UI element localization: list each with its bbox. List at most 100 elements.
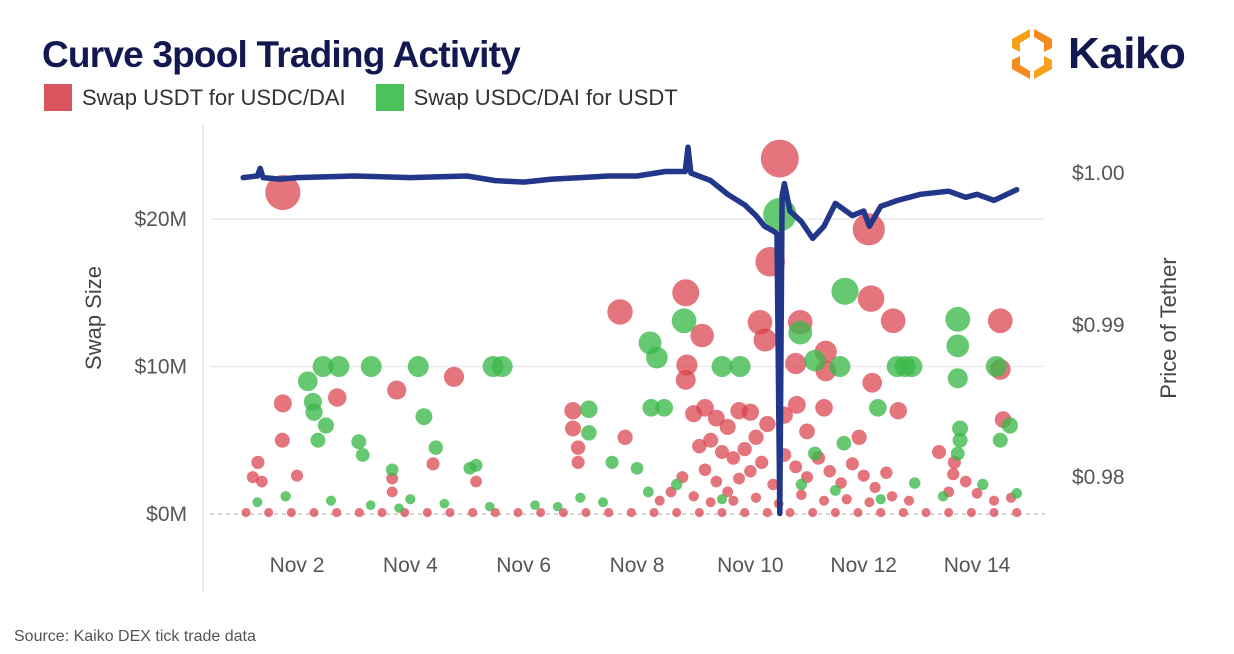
x-tick-label: Nov 10 bbox=[717, 554, 784, 577]
bubble-usdt-sold bbox=[707, 409, 725, 427]
bubble-usdt-bought bbox=[312, 356, 334, 377]
bubble-usdt-sold bbox=[688, 491, 699, 502]
bubble-usdt-sold bbox=[690, 323, 714, 348]
bubble-usdt-bought bbox=[605, 455, 619, 469]
bubble-usdt-sold bbox=[273, 394, 292, 413]
bubble-usdt-sold bbox=[818, 495, 830, 506]
bubble-usdt-sold bbox=[274, 432, 290, 448]
kaiko-logo: Kaiko bbox=[1004, 26, 1186, 82]
bubble-usdt-bought bbox=[788, 320, 813, 345]
bubble-usdt-sold bbox=[857, 285, 885, 312]
bubble-usdt-sold bbox=[898, 507, 908, 518]
bubble-usdt-sold bbox=[490, 507, 500, 518]
bubble-usdt-bought bbox=[530, 500, 540, 511]
bubble-usdt-bought bbox=[952, 420, 969, 437]
x-tick-label: Nov 12 bbox=[830, 554, 897, 577]
bubble-usdt-bought bbox=[575, 492, 586, 503]
y-tick-label: $10M bbox=[134, 356, 187, 379]
bubble-usdt-bought bbox=[950, 446, 965, 461]
bubble-usdt-sold bbox=[241, 507, 251, 518]
bubble-usdt-sold bbox=[513, 507, 523, 518]
bubble-usdt-bought bbox=[407, 356, 429, 377]
legend-item-usdt-bought: Swap USDC/DAI for USDT bbox=[375, 84, 678, 111]
bubble-usdt-sold bbox=[903, 495, 915, 506]
bubble-usdt-sold bbox=[1012, 507, 1022, 518]
bubble-usdt-sold bbox=[443, 366, 465, 387]
chart-title: Curve 3pool Trading Activity bbox=[42, 34, 521, 75]
bubble-usdt-bought bbox=[328, 356, 350, 377]
bubble-usdt-bought bbox=[831, 277, 859, 305]
bubble-usdt-sold bbox=[705, 497, 716, 508]
bubble-usdt-sold bbox=[672, 279, 700, 307]
bubble-usdt-sold bbox=[880, 308, 906, 334]
bubble-usdt-sold bbox=[748, 429, 764, 445]
bubble-usdt-bought bbox=[908, 477, 921, 489]
bubble-usdt-sold bbox=[694, 507, 704, 518]
bubble-usdt-sold bbox=[571, 455, 585, 469]
bubble-usdt-sold bbox=[246, 471, 259, 484]
bubble-usdt-bought bbox=[977, 478, 989, 491]
bubble-usdt-sold bbox=[747, 309, 773, 335]
bubble-usdt-sold bbox=[762, 507, 772, 518]
bubble-usdt-sold bbox=[862, 372, 883, 393]
bubble-usdt-bought bbox=[365, 500, 376, 511]
ticks: $0M $10M $20M $1.00 $0.99 $0.98 Nov 2 Nov 4 Nov … bbox=[134, 162, 1124, 577]
bubble-usdt-bought bbox=[670, 478, 683, 491]
bubble-usdt-sold bbox=[808, 507, 818, 518]
bubble-usdt-bought bbox=[598, 497, 608, 508]
bubble-usdt-bought bbox=[484, 501, 495, 512]
bubble-usdt-sold bbox=[744, 464, 757, 478]
bubble-usdt-sold bbox=[565, 420, 581, 437]
kaiko-hexagon-logo-icon bbox=[1012, 29, 1052, 79]
bubble-usdt-bought bbox=[280, 491, 291, 502]
bubble-usdt-sold bbox=[823, 464, 836, 478]
bubble-usdt-sold bbox=[607, 299, 633, 325]
bubble-usdt-sold bbox=[676, 354, 698, 376]
bubble-usdt-sold bbox=[617, 429, 633, 445]
bubble-usdt-sold bbox=[626, 507, 636, 518]
legend-item-usdt-sold: Swap USDT for USDC/DAI bbox=[44, 84, 346, 111]
bubble-usdt-sold bbox=[649, 507, 659, 518]
bubble-usdt-bought bbox=[671, 308, 697, 334]
bubble-usdt-sold bbox=[785, 352, 807, 375]
bubble-usdt-sold bbox=[753, 328, 777, 352]
bubble-usdt-sold bbox=[987, 308, 1013, 334]
bubble-usdt-sold bbox=[386, 472, 399, 485]
bubble-usdt-bought bbox=[405, 494, 416, 505]
bubble-usdt-sold bbox=[740, 507, 750, 518]
bubble-usdt-sold bbox=[717, 507, 727, 518]
bubble-usdt-sold bbox=[921, 507, 931, 518]
bubble-usdt-bought bbox=[836, 435, 852, 451]
bubble-usdt-sold bbox=[799, 423, 815, 440]
bubble-usdt-bought bbox=[901, 356, 923, 377]
bubble-usdt-sold bbox=[309, 507, 319, 518]
bubble-usdt-sold bbox=[354, 507, 364, 518]
price-line bbox=[240, 144, 1020, 517]
bubble-usdt-bought bbox=[804, 349, 826, 372]
bubble-usdt-sold bbox=[581, 507, 591, 518]
bubble-usdt-bought bbox=[394, 503, 404, 513]
bubble-usdt-sold bbox=[422, 507, 432, 518]
bubble-usdt-bought bbox=[297, 371, 318, 392]
bubble-usdt-bought bbox=[985, 356, 1007, 377]
bubble-usdt-sold bbox=[869, 481, 881, 494]
bubble-usdt-sold bbox=[570, 440, 586, 455]
bubble-usdt-sold bbox=[685, 405, 703, 423]
bubble-usdt-bought bbox=[729, 356, 751, 377]
bubble-usdt-bought bbox=[491, 356, 513, 377]
bubble-usdt-sold bbox=[265, 174, 301, 211]
bubble-usdt-sold bbox=[880, 466, 893, 479]
bubble-usdt-sold bbox=[470, 475, 482, 488]
legend-label: Swap USDT for USDC/DAI bbox=[82, 84, 346, 110]
bubble-usdt-sold bbox=[728, 495, 739, 506]
bubble-usdt-sold bbox=[536, 507, 546, 518]
bubble-usdt-sold bbox=[672, 507, 682, 518]
legend: Swap USDT for USDC/DAI Swap USDC/DAI for… bbox=[44, 84, 708, 111]
bubble-usdt-sold bbox=[947, 468, 960, 481]
bubble-usdt-sold bbox=[692, 438, 707, 454]
bubble-usdt-sold bbox=[675, 369, 696, 390]
bubble-usdt-sold bbox=[759, 415, 776, 433]
bubble-usdt-bought bbox=[325, 495, 337, 506]
source-note: Source: Kaiko DEX tick trade data bbox=[14, 628, 256, 645]
bubble-usdt-sold bbox=[722, 486, 734, 498]
